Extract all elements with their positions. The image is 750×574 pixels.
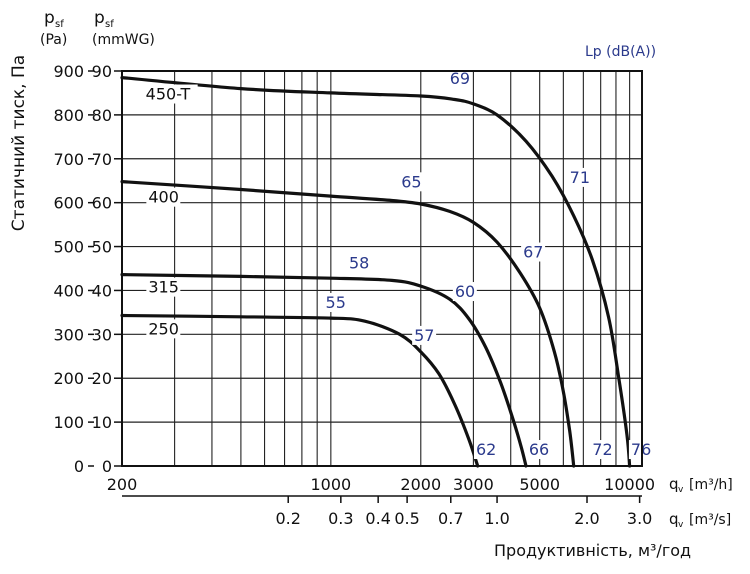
x-tick-label-m3h: 2000 [400, 475, 441, 494]
x-tick-label-m3s: 3.0 [627, 509, 652, 528]
y-right-unit: (mmWG) [92, 32, 155, 48]
y-left-unit-symbol: p [44, 8, 55, 28]
annotation-backing [590, 440, 615, 460]
y-tick-label-mmwg: 50 [92, 238, 112, 257]
y-tick-label-mmwg: 70 [92, 150, 112, 169]
curve-model-label: 250 [148, 319, 179, 338]
y-tick-label-mmwg: 10 [92, 413, 112, 432]
fan-curve-250 [120, 313, 480, 468]
y-tick-label-pa: 600 [53, 194, 84, 213]
y-tick-label-pa: 100 [53, 413, 84, 432]
noise-level-label: 57 [414, 326, 434, 345]
noise-level-label: 71 [570, 168, 590, 187]
x-primary-unit-symbol: q [669, 475, 679, 493]
y-tick-label-pa: 700 [53, 150, 84, 169]
y-tick-label-mmwg: 40 [92, 281, 112, 300]
fan-curve-400 [120, 180, 576, 468]
y-right-unit-sub: sf [105, 19, 114, 30]
curve-layer [120, 76, 632, 468]
x-tick-label-m3s: 0.4 [365, 509, 390, 528]
x-tick-label-m3s: 0.5 [394, 509, 419, 528]
annotation-backing [628, 440, 653, 460]
annotation-backing [146, 319, 181, 339]
noise-level-label: 66 [529, 440, 549, 459]
x-tick-label-m3h: 3000 [453, 475, 494, 494]
grid-layer [122, 71, 642, 466]
y-tick-label-pa: 900 [53, 62, 84, 81]
fan-curve-315 [120, 273, 528, 468]
annotation-backing [526, 440, 551, 460]
x-tick-label-m3s: 0.3 [328, 509, 353, 528]
annotation-backing [452, 282, 477, 302]
noise-level-label: 58 [349, 254, 369, 273]
noise-level-label: 65 [401, 172, 421, 191]
x-primary-unit: [m³/h] [689, 477, 733, 493]
x-tick-label-m3h: 10000 [604, 475, 655, 494]
x-axis-title: Продуктивність, м³/год [494, 541, 691, 560]
noise-level-label: 72 [592, 440, 612, 459]
x-secondary-unit-sub: v [678, 520, 684, 530]
x-secondary-unit: [m³/s] [689, 512, 731, 528]
annotation-backing [412, 325, 437, 345]
annotation-backing [346, 253, 371, 273]
curve-model-label: 315 [148, 278, 179, 297]
curve-model-label: 450-T [146, 85, 191, 104]
x-tick-label-m3s: 0.7 [438, 509, 463, 528]
y-tick-label-mmwg: 90 [92, 62, 112, 81]
y-tick-label-mmwg: 20 [92, 369, 112, 388]
y-tick-label-mmwg: 60 [92, 194, 112, 213]
y-tick-label-pa: 0 [74, 457, 84, 476]
x-tick-label-m3s: 1.0 [484, 509, 509, 528]
y-tick-label-pa: 500 [53, 238, 84, 257]
y-right-unit-symbol: p [94, 8, 105, 28]
annotation-backing [399, 172, 424, 192]
annotation-backing [146, 277, 181, 297]
noise-level-label: 60 [455, 282, 475, 301]
plot-frame [121, 70, 643, 467]
annotation-backing [323, 293, 348, 312]
fan-curve-450-t [120, 76, 632, 468]
x-tick-label-m3h: 200 [107, 475, 138, 494]
x-tick-label-m3s: 2.0 [574, 509, 599, 528]
x-tick-label-m3h: 5000 [519, 475, 560, 494]
noise-level-label: 67 [523, 243, 543, 262]
annotation-backing [521, 242, 546, 262]
annotation-backing [143, 84, 198, 104]
y-left-unit-sub: sf [55, 19, 64, 30]
annotation-backing [146, 187, 181, 207]
y-tick-label-pa: 300 [53, 325, 84, 344]
y-tick-label-pa: 400 [53, 281, 84, 300]
noise-label: Lp (dB(A)) [585, 44, 656, 60]
annotation-backing [447, 69, 472, 89]
y-tick-label-mmwg: 30 [92, 325, 112, 344]
curve-model-label: 400 [148, 188, 179, 207]
x-tick-label-m3h: 1000 [310, 475, 351, 494]
annotation-backing [567, 167, 592, 187]
y-tick-label-pa: 800 [53, 106, 84, 125]
x-primary-unit-sub: v [678, 485, 684, 495]
y-tick-label-mmwg: 0 [102, 457, 112, 476]
noise-level-label: 55 [326, 293, 346, 312]
y-axis-title: Статичний тиск, Па [9, 55, 29, 231]
x-tick-label-m3s: 0.2 [275, 509, 300, 528]
x-secondary-unit-symbol: q [669, 510, 679, 528]
noise-level-label: 69 [450, 69, 470, 88]
y-left-unit: (Pa) [40, 32, 67, 48]
y-tick-label-pa: 200 [53, 369, 84, 388]
noise-level-label: 62 [476, 440, 496, 459]
annotation-backing [473, 440, 498, 460]
y-tick-label-mmwg: 80 [92, 106, 112, 125]
